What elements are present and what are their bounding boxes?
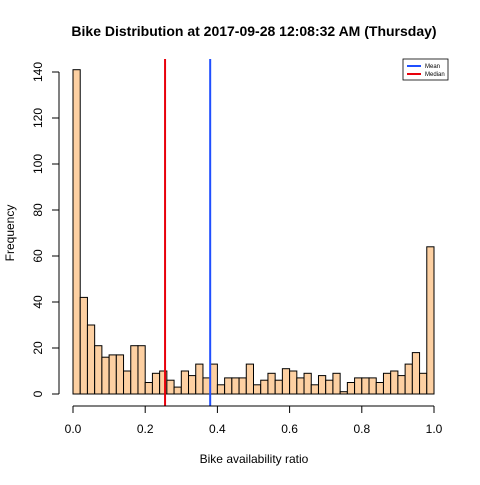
histogram-bar <box>303 372 312 395</box>
histogram-bar <box>426 246 435 395</box>
histogram-bar <box>289 370 298 395</box>
histogram-bar <box>361 377 370 395</box>
legend: Mean Median <box>402 58 449 81</box>
x-axis: 0.0 0.2 0.4 0.6 0.8 1.0 <box>65 405 443 436</box>
histogram-bar <box>72 69 81 395</box>
histogram-bar <box>267 372 276 395</box>
histogram-bar <box>173 386 182 395</box>
histogram-bar <box>130 345 139 395</box>
histogram-bar <box>375 382 384 395</box>
histogram-bar <box>180 370 190 395</box>
histogram-bar <box>382 372 392 395</box>
x-tick-label: 0.0 <box>65 422 82 436</box>
y-axis-label: Frequency <box>3 205 17 262</box>
y-tick-label: 140 <box>31 62 45 82</box>
histogram-bar <box>411 352 421 395</box>
x-tick-label: 1.0 <box>426 422 443 436</box>
histogram-bar <box>419 372 428 395</box>
histogram-bar <box>339 391 348 395</box>
histogram-bar <box>317 375 327 395</box>
histogram-bar <box>238 377 247 395</box>
histogram-bar <box>354 377 363 395</box>
legend-label: Mean <box>425 64 440 70</box>
histogram-bar <box>346 382 356 395</box>
histogram-bar <box>224 377 233 395</box>
legend-label: Median <box>425 72 445 78</box>
histogram-bar <box>108 354 117 395</box>
histogram-bar <box>245 363 254 395</box>
histogram-bar <box>94 345 103 395</box>
histogram-bar <box>260 379 269 395</box>
y-tick-label: 120 <box>31 108 45 128</box>
x-tick-label: 0.2 <box>137 422 154 436</box>
y-tick-label: 0 <box>31 390 45 397</box>
histogram-bar <box>325 379 334 395</box>
histogram-bar <box>166 379 175 395</box>
histogram-bar <box>101 356 110 395</box>
y-axis: 0 20 40 60 80 100 120 140 <box>31 62 60 397</box>
histogram-bar <box>123 370 132 395</box>
histogram-bar <box>368 377 377 395</box>
histogram-bar <box>151 372 161 395</box>
x-axis-label: Bike availability ratio <box>200 452 309 466</box>
histogram-bar <box>253 384 262 395</box>
histogram-bar <box>86 324 96 395</box>
histogram-bar <box>195 363 204 395</box>
histogram-bar <box>296 377 305 395</box>
histogram-bar <box>404 363 413 395</box>
y-tick-label: 40 <box>31 295 45 309</box>
chart-title: Bike Distribution at 2017-09-28 12:08:32… <box>71 23 436 39</box>
x-tick-label: 0.4 <box>209 422 226 436</box>
histogram-bar <box>216 384 226 395</box>
histogram-bar <box>202 377 211 395</box>
y-tick-label: 100 <box>31 154 45 174</box>
x-tick-label: 0.8 <box>353 422 370 436</box>
histogram-bar <box>332 372 341 395</box>
histogram-bar <box>144 382 153 395</box>
histogram-bar <box>188 375 197 395</box>
histogram-bar <box>209 363 218 395</box>
histogram-bar <box>231 377 240 395</box>
y-tick-label: 80 <box>31 203 45 217</box>
histogram-bar <box>137 345 146 395</box>
histogram-bar <box>274 379 283 395</box>
histogram-bar <box>397 375 406 395</box>
histogram-bar <box>310 384 319 395</box>
x-tick-label: 0.6 <box>281 422 298 436</box>
histogram-bar <box>79 296 88 395</box>
y-tick-label: 60 <box>31 249 45 263</box>
y-tick-label: 20 <box>31 341 45 355</box>
histogram-bar <box>115 354 125 395</box>
histogram-bar <box>390 370 399 395</box>
histogram-bar <box>281 368 291 395</box>
bars-group <box>72 69 435 395</box>
reference-lines-group <box>164 59 212 406</box>
